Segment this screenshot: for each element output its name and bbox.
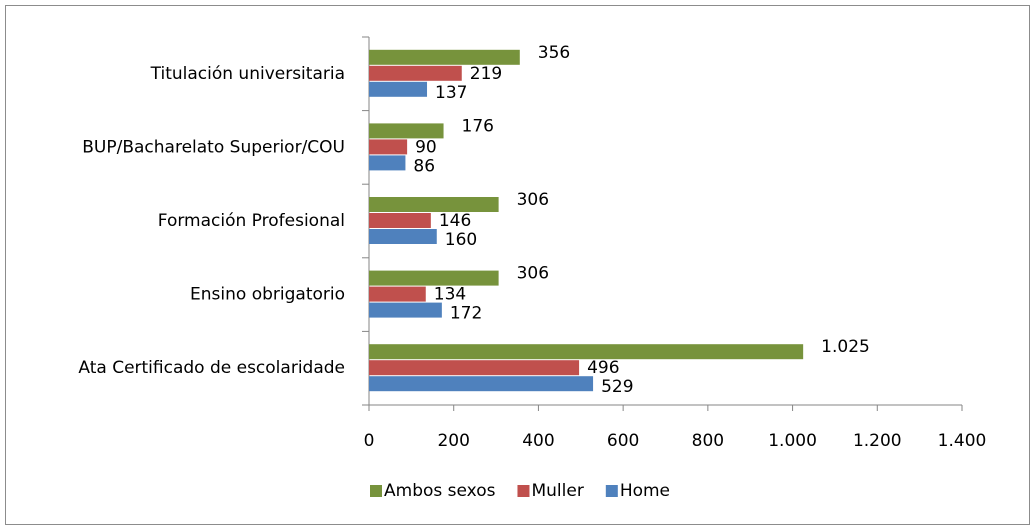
x-tick-label: 200 (437, 431, 469, 451)
data-label: 134 (434, 285, 466, 305)
data-label: 86 (413, 156, 435, 176)
bar (369, 139, 408, 155)
legend-label: Muller (531, 481, 583, 501)
data-label: 146 (439, 211, 471, 231)
x-tick-label: 0 (364, 431, 375, 451)
x-tick-label: 400 (522, 431, 554, 451)
y-tick-label: Ata Certificado de escolaridade (78, 358, 345, 378)
data-label: 306 (517, 264, 549, 284)
data-label: 137 (435, 83, 467, 103)
bar (369, 360, 580, 376)
data-label: 529 (601, 377, 633, 397)
legend-swatch (605, 485, 618, 497)
data-label: 172 (450, 304, 482, 324)
data-label: 90 (415, 137, 437, 157)
bar (369, 213, 431, 228)
x-tick-label: 1.000 (768, 431, 817, 451)
data-label: 1.025 (821, 337, 870, 357)
legend-swatch (370, 485, 382, 497)
bar (369, 65, 462, 81)
bar (369, 197, 499, 212)
bar (369, 229, 437, 244)
y-tick-label: BUP/Bacharelato Superior/COU (82, 137, 345, 157)
data-label: 219 (470, 64, 502, 84)
data-label: 176 (462, 116, 494, 136)
legend-swatch (517, 485, 530, 497)
x-tick-label: 1.400 (938, 431, 987, 451)
legend-label: Home (620, 481, 670, 501)
bar (369, 81, 428, 97)
x-tick-label: 600 (607, 431, 639, 451)
y-tick-label: Formación Profesional (158, 211, 345, 231)
bar (369, 270, 499, 286)
bar (369, 155, 406, 171)
bar (369, 286, 426, 302)
x-tick-label: 1.200 (853, 431, 902, 451)
legend-label: Ambos sexos (384, 481, 496, 501)
y-tick-label: Ensino obrigatorio (190, 285, 345, 305)
bar (369, 376, 594, 392)
data-label: 160 (445, 230, 477, 250)
data-label: 356 (538, 43, 570, 63)
data-label: 306 (517, 190, 549, 210)
bar (369, 344, 804, 360)
chart-border (5, 5, 1030, 525)
bar (369, 302, 442, 318)
bar (369, 123, 444, 139)
data-label: 496 (587, 358, 619, 378)
x-tick-label: 800 (692, 431, 724, 451)
y-tick-label: Titulación universitaria (150, 64, 345, 84)
bar (369, 49, 520, 65)
